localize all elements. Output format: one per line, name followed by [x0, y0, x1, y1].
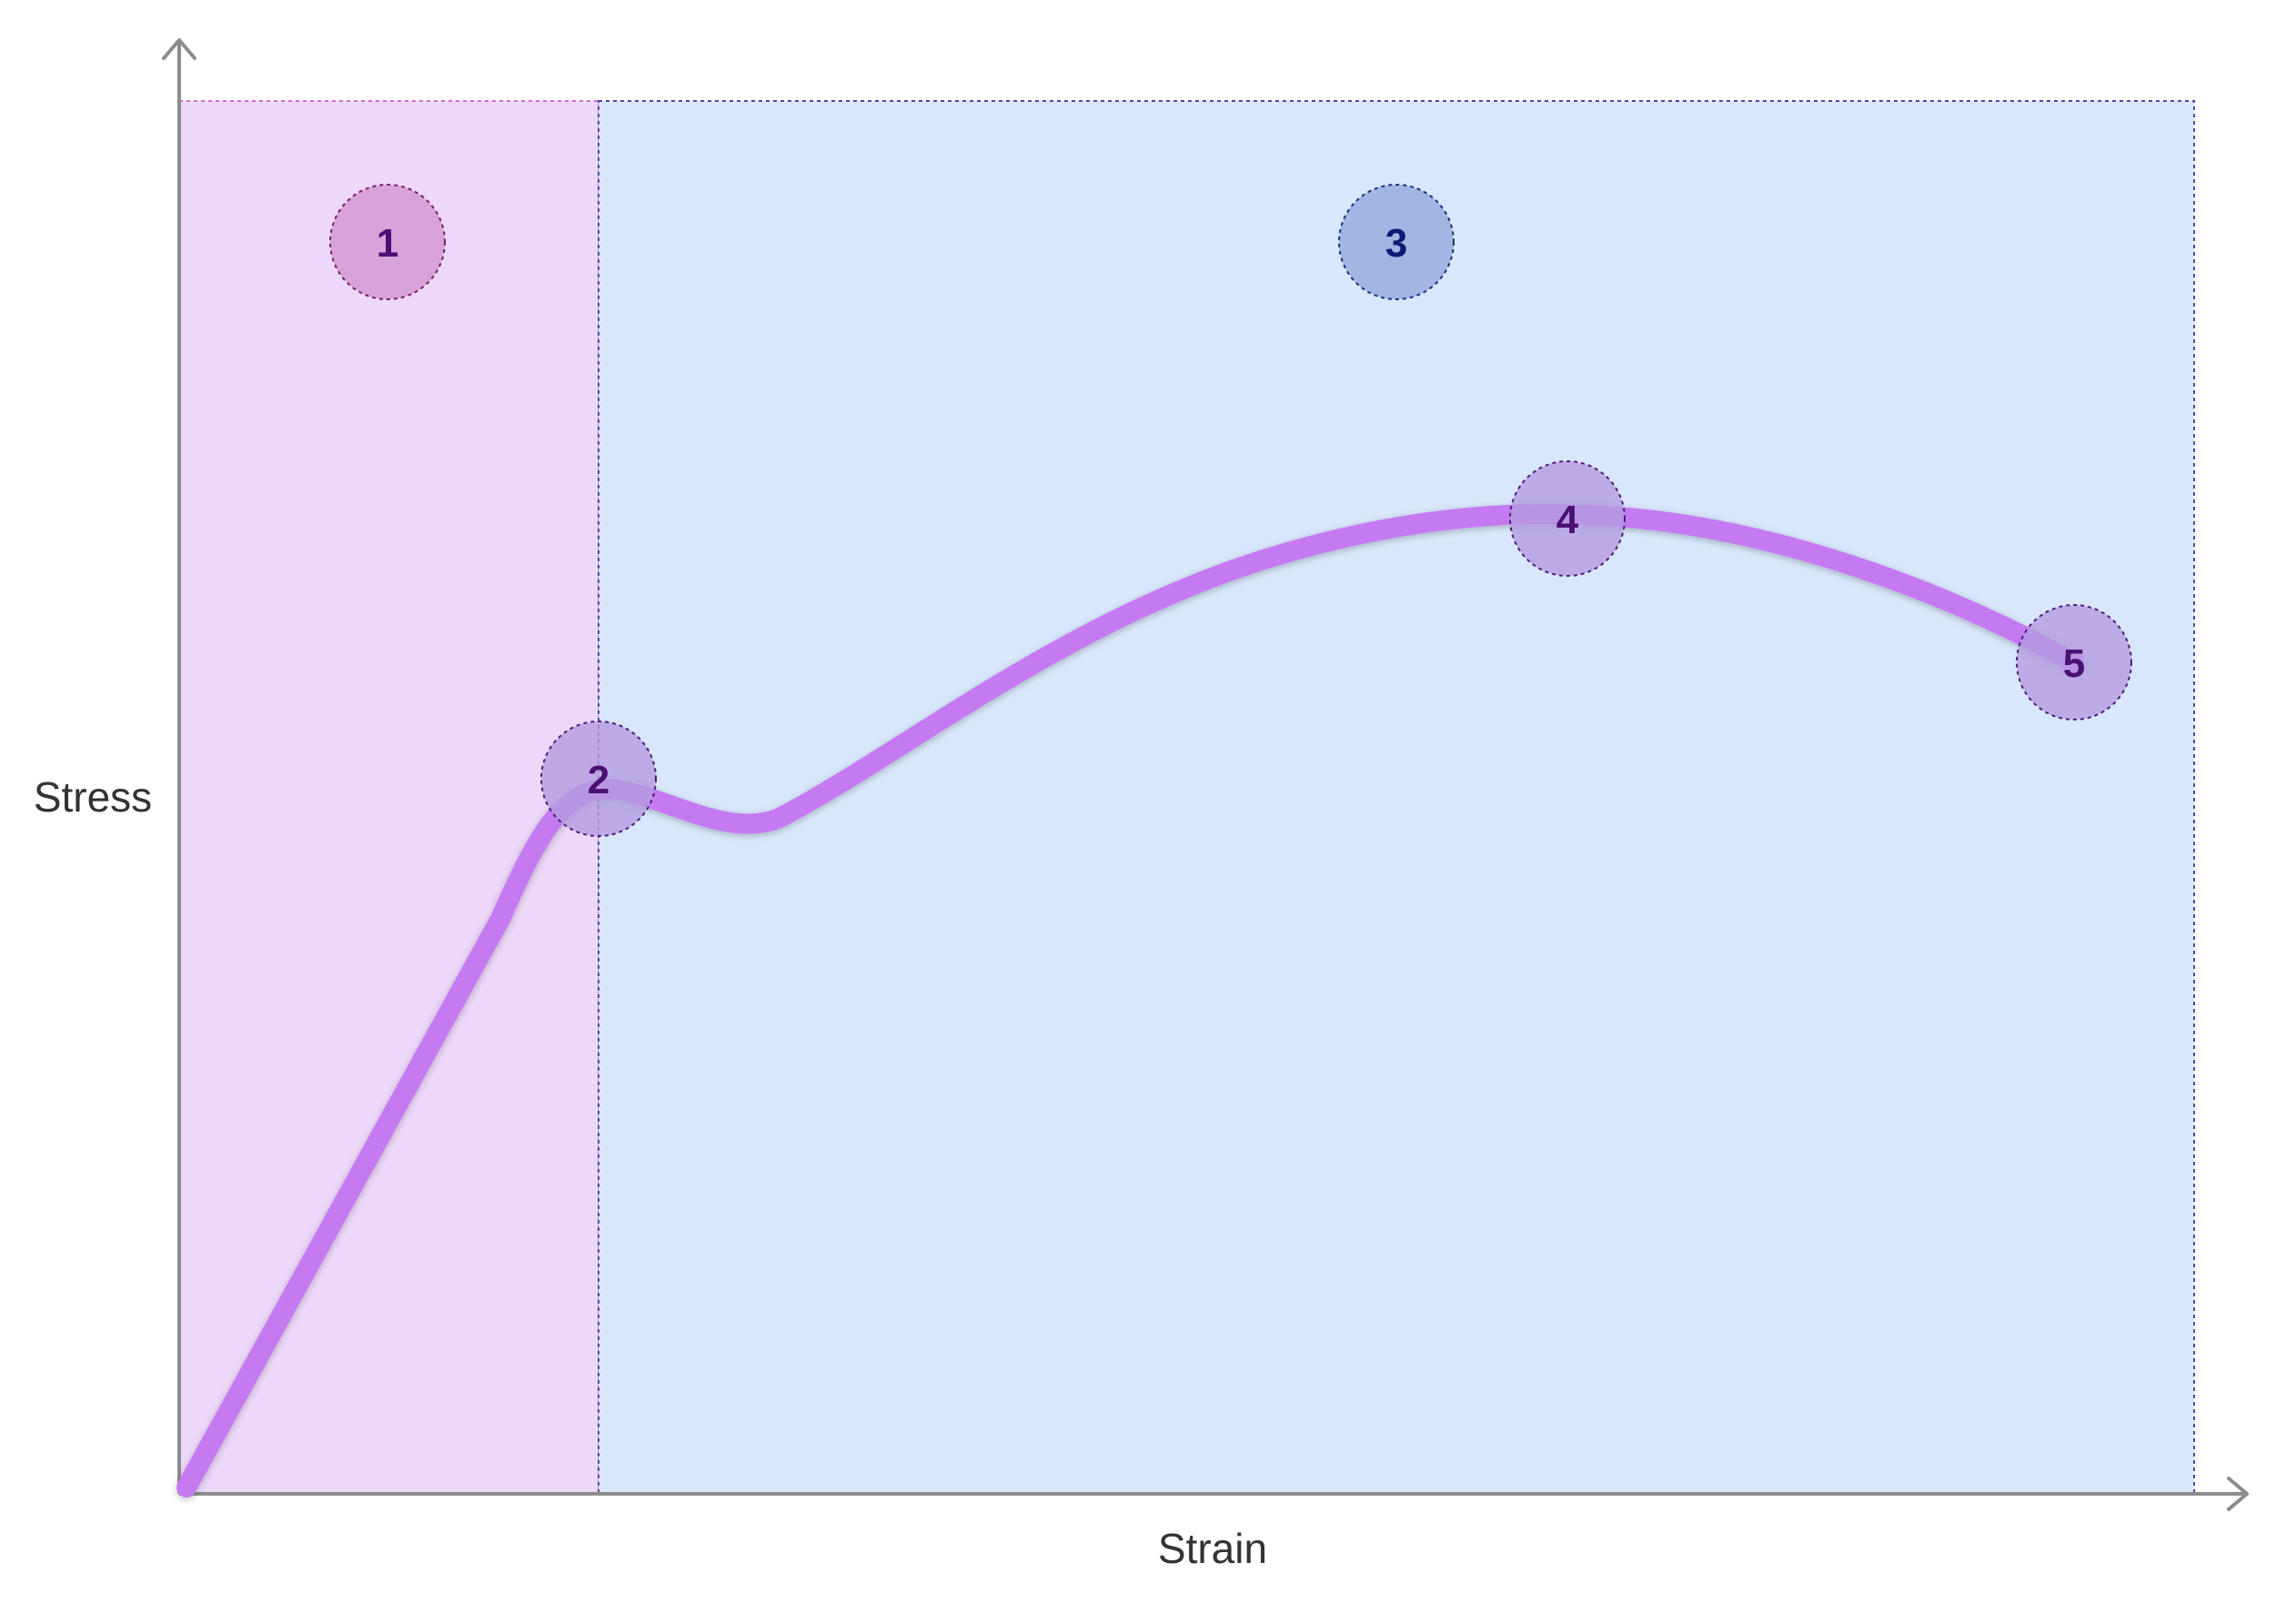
y-axis-label: Stress — [34, 773, 152, 821]
y-axis-arrow-icon — [162, 38, 196, 60]
marker-3: 3 — [1338, 184, 1455, 300]
marker-4-label: 4 — [1556, 498, 1579, 542]
marker-1-label: 1 — [377, 221, 398, 266]
plastic-region — [598, 100, 2195, 1495]
marker-2-label: 2 — [588, 758, 609, 802]
marker-4: 4 — [1509, 460, 1626, 577]
marker-5-label: 5 — [2063, 641, 2085, 686]
x-axis-arrow-icon — [2227, 1477, 2249, 1511]
marker-2: 2 — [540, 721, 657, 837]
x-axis-label: Strain — [1158, 1525, 1267, 1572]
elastic-region — [178, 100, 599, 1495]
marker-5: 5 — [2016, 604, 2132, 721]
marker-3-label: 3 — [1385, 221, 1407, 266]
marker-1: 1 — [329, 184, 446, 300]
